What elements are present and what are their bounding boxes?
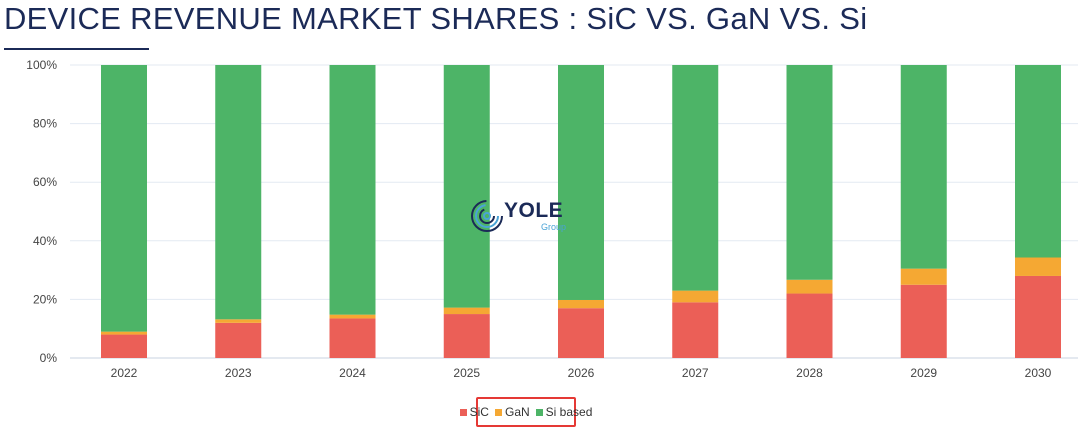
x-axis: 2022 2023 2024 2025 2026 2027 2028 2029 2030: [111, 366, 1052, 380]
bar-sic-2026: [558, 308, 604, 358]
bar-si-based-2030: [1015, 65, 1061, 258]
legend: SiC GaN Si based: [459, 397, 592, 427]
bar-gan-2030: [1015, 257, 1061, 276]
bar-si-based-2024: [329, 65, 376, 315]
bar-gan-2025: [443, 307, 490, 315]
bar-si-based-2028: [786, 65, 833, 280]
bar-sic-2029: [900, 284, 947, 358]
x-tick-label: 2023: [225, 366, 252, 380]
legend-label-si: Si based: [545, 405, 593, 419]
y-tick-label: 80%: [33, 117, 57, 131]
title-underline: [4, 48, 149, 50]
y-tick-label: 40%: [33, 234, 57, 248]
logo-subtext: Group: [541, 222, 567, 232]
x-tick-label: 2025: [453, 366, 480, 380]
x-tick-label: 2029: [910, 366, 937, 380]
bars: [101, 65, 1061, 358]
bar-gan-2029: [900, 268, 947, 285]
bar-sic-2030: [1015, 275, 1061, 358]
y-tick-label: 60%: [33, 175, 57, 189]
legend-swatch-si: [535, 408, 543, 416]
x-tick-label: 2024: [339, 366, 366, 380]
bar-sic-2023: [215, 322, 262, 358]
bar-si-based-2029: [900, 65, 947, 269]
bar-gan-2023: [215, 319, 262, 323]
x-tick-label: 2028: [796, 366, 823, 380]
logo-swirl-icon: [471, 200, 503, 232]
legend-item-gan: GaN: [494, 405, 530, 419]
legend-item-si: Si based: [535, 405, 593, 419]
bar-gan-2027: [672, 290, 719, 303]
bar-gan-2024: [329, 314, 376, 319]
legend-swatch-gan: [494, 408, 502, 416]
bar-si-based-2025: [443, 65, 490, 308]
bar-sic-2028: [786, 293, 833, 358]
bar-sic-2025: [443, 314, 490, 358]
bar-si-based-2023: [215, 65, 262, 320]
watermark-logo: YOLE Group: [471, 196, 571, 236]
y-tick-label: 0%: [40, 351, 58, 365]
legend-label-sic: SiC: [469, 405, 489, 419]
legend-item-sic: SiC: [459, 405, 489, 419]
x-tick-label: 2026: [568, 366, 595, 380]
bar-si-based-2027: [672, 65, 719, 291]
bar-gan-2022: [101, 331, 147, 335]
bar-sic-2027: [672, 302, 719, 358]
bar-sic-2022: [101, 334, 147, 358]
bar-si-based-2022: [101, 65, 147, 332]
x-tick-label: 2030: [1025, 366, 1052, 380]
logo-text: YOLE: [504, 199, 564, 222]
legend-swatch-sic: [459, 408, 467, 416]
x-tick-label: 2027: [682, 366, 709, 380]
bar-si-based-2026: [558, 65, 604, 300]
chart-title: DEVICE REVENUE MARKET SHARES : SiC VS. G…: [4, 1, 868, 36]
bar-gan-2026: [558, 299, 604, 309]
x-tick-label: 2022: [111, 366, 138, 380]
bar-gan-2028: [786, 279, 833, 294]
y-tick-label: 20%: [33, 292, 57, 306]
legend-label-gan: GaN: [504, 405, 530, 419]
bar-sic-2024: [329, 318, 376, 358]
y-axis: 0% 20% 40% 60% 80% 100%: [26, 58, 57, 365]
y-tick-label: 100%: [26, 58, 57, 72]
